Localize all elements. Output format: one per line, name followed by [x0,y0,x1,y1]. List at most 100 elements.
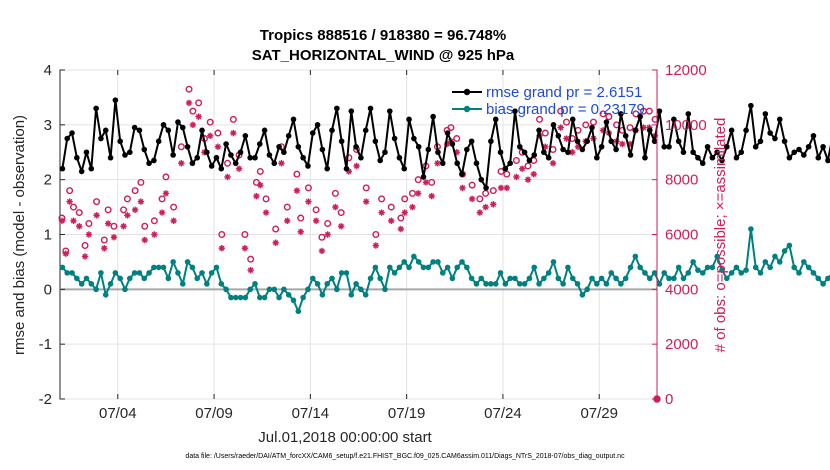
bias-point [334,286,340,293]
rmse-point [512,108,518,114]
bias-point [497,270,504,276]
bias-point [733,264,740,271]
y-tick-label-right: 0 [665,391,673,408]
obs-possible-marker [468,181,476,189]
obs-assimilated-marker [563,135,570,142]
bias-point [579,292,586,298]
bias-point [300,294,306,301]
rmse-point [651,138,658,145]
bias-point [406,264,412,271]
bias-point [396,264,403,271]
x-tick-label: 07/14 [292,405,330,422]
rmse-point [483,185,489,191]
obs-assimilated-marker [141,236,148,244]
rmse-point [738,149,745,156]
rmse-point [237,149,244,156]
obs-assimilated-marker [104,220,112,227]
rmse-point [541,149,547,156]
obs-assimilated-marker [337,223,345,230]
rmse-point [733,154,740,161]
obs-possible-marker [81,241,89,249]
obs-possible-marker [645,107,653,115]
obs-possible-marker [557,107,565,115]
rmse-point [805,143,812,150]
rmse-point [748,102,754,109]
bias-point [74,275,80,282]
bias-point [377,275,383,282]
x-tick-label: 07/19 [388,405,426,422]
bias-point [594,281,600,287]
rmse-point [324,165,331,172]
obs-assimilated-marker [272,239,279,246]
rmse-point [386,108,393,114]
bias-point [709,264,716,271]
rmse-point [594,154,600,161]
obs-assimilated-marker [185,99,193,107]
footer-data-file: data file: /Users/raeder/DAI/ATM_forcXX/… [185,453,625,460]
rmse-point [709,154,716,161]
obs-assimilated-marker [524,176,532,183]
obs-assimilated-marker [459,184,466,192]
rmse-point [252,154,258,161]
rmse-point [78,168,85,175]
bias-point [324,281,331,287]
obs-assimilated-marker [388,217,395,224]
bias-point [512,275,518,282]
bias-point [541,275,547,282]
bias-point [796,270,802,276]
rmse-point [642,154,648,161]
rmse-point [189,160,196,167]
rmse-point [155,138,162,145]
bias-point [815,275,822,282]
bias-point [776,259,783,265]
obs-possible-marker [605,113,613,121]
bias-point [459,259,465,265]
obs-assimilated-marker [401,209,408,216]
rmse-point [531,152,538,158]
bias-point [801,259,807,265]
obs-possible-marker [536,115,544,123]
bias-point [83,275,90,282]
obs-assimilated-marker [230,129,237,137]
bias-point [492,281,499,287]
obs-assimilated-marker [468,195,476,203]
rmse-point [218,165,225,172]
obs-possible-marker [632,110,640,118]
rmse-point [334,105,340,112]
bias-point [608,270,615,276]
bias-point [454,264,460,271]
bias-point [719,267,725,273]
bias-point [468,275,475,282]
obs-assimilated-marker [207,132,214,139]
obs-assimilated-marker [120,223,127,230]
bias-point [772,253,778,260]
rmse-point [454,160,460,167]
bias-point [309,275,316,282]
obs-assimilated-marker [151,231,158,238]
obs-assimilated-marker [137,198,145,205]
bias-point [526,275,533,282]
bias-point [464,264,470,271]
obs-assimilated-marker [324,231,331,238]
rmse-point [194,154,201,161]
rmse-point [492,116,499,123]
y-tick-label-right: 2000 [665,336,698,353]
bias-point [507,275,513,282]
y-tick-label-right: 8000 [665,172,698,189]
obs-possible-marker [401,195,409,203]
chart-title-line2: SAT_HORIZONTAL_WIND @ 925 hPa [252,47,515,64]
obs-assimilated-marker [85,231,93,238]
rmse-point [228,152,234,158]
rmse-point [695,154,701,161]
obs-assimilated-marker [318,247,326,255]
rmse-point [382,149,388,156]
rmse-point [632,127,639,134]
bias-point [618,281,624,287]
rmse-point [401,165,408,172]
rmse-point [516,143,523,150]
bias-point [305,286,311,293]
bias-point [358,286,364,293]
obs-assimilated-marker [253,192,260,200]
y-tick-label-right: 6000 [665,227,698,244]
bias-point [502,281,509,287]
